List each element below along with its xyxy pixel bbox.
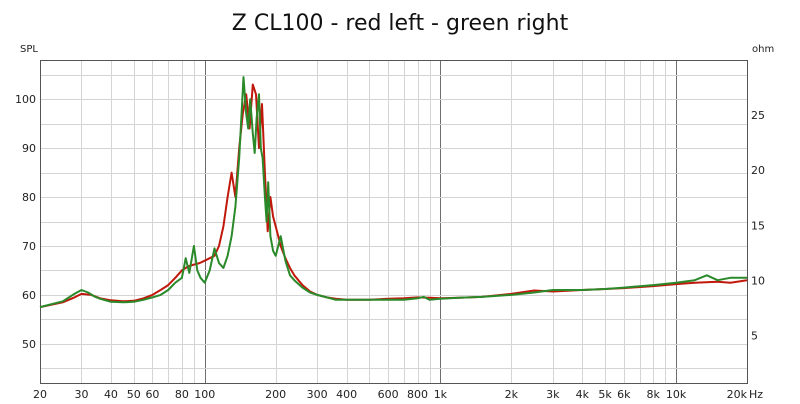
y-tick-labels-left: 50 60 70 80 90 100 bbox=[15, 93, 36, 351]
x-tick-label: 50 bbox=[127, 388, 141, 401]
y-tick-label-right: 5 bbox=[751, 330, 758, 343]
chart-title: Z CL100 - red left - green right bbox=[232, 11, 569, 36]
plot-frame bbox=[40, 60, 748, 384]
x-tick-label: 100 bbox=[194, 388, 215, 401]
y-tick-label-left: 80 bbox=[22, 191, 36, 204]
y-tick-label-left: 50 bbox=[22, 338, 36, 351]
x-tick-label: 200 bbox=[265, 388, 286, 401]
series-layer bbox=[39, 76, 748, 309]
y-axis-label-left: SPL bbox=[20, 44, 38, 55]
x-tick-label: 2k bbox=[505, 388, 519, 401]
x-tick-label: 60 bbox=[145, 388, 159, 401]
x-tick-label: 20 bbox=[33, 388, 47, 401]
y-tick-label-left: 60 bbox=[22, 289, 36, 302]
x-tick-label: 8k bbox=[647, 388, 661, 401]
x-tick-label: 400 bbox=[336, 388, 357, 401]
y-tick-label-right: 20 bbox=[751, 164, 765, 177]
x-tick-labels: 20 30 40 50 60 80 100 200 300 400 600 800 1k 2k 3k 4k 5k… bbox=[33, 388, 763, 401]
y-tick-label-left: 90 bbox=[22, 142, 36, 155]
x-tick-label: 5k bbox=[598, 388, 612, 401]
y-tick-label-left: 70 bbox=[22, 240, 36, 253]
x-tick-label: 4k bbox=[576, 388, 590, 401]
x-tick-label: 300 bbox=[307, 388, 328, 401]
x-tick-label: 10k bbox=[666, 388, 687, 401]
y-tick-label-right: 10 bbox=[751, 274, 765, 287]
x-tick-label: 3k bbox=[546, 388, 560, 401]
x-tick-label: 80 bbox=[175, 388, 189, 401]
x-tick-label: 6k bbox=[617, 388, 631, 401]
x-tick-label: 600 bbox=[378, 388, 399, 401]
y-tick-label-right: 25 bbox=[751, 109, 765, 122]
x-tick-label: 20k bbox=[727, 388, 748, 401]
x-tick-label: 40 bbox=[104, 388, 118, 401]
y-tick-labels-right: 5 10 15 20 25 bbox=[751, 109, 765, 342]
grid bbox=[40, 60, 747, 383]
x-unit-label: Hz bbox=[749, 388, 763, 401]
y-axis-label-right: ohm bbox=[752, 44, 774, 55]
x-tick-label: 1k bbox=[434, 388, 448, 401]
y-tick-label-right: 15 bbox=[751, 219, 765, 232]
y-tick-label-left: 100 bbox=[15, 93, 36, 106]
x-tick-label: 800 bbox=[407, 388, 428, 401]
series-line-green bbox=[39, 76, 747, 309]
x-tick-label: 30 bbox=[74, 388, 88, 401]
